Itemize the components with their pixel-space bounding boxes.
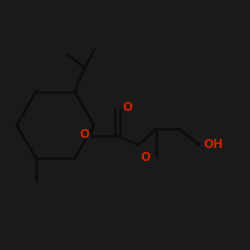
- Text: OH: OH: [203, 138, 223, 151]
- Text: O: O: [122, 101, 132, 114]
- Text: O: O: [140, 151, 150, 164]
- Text: O: O: [80, 128, 90, 141]
